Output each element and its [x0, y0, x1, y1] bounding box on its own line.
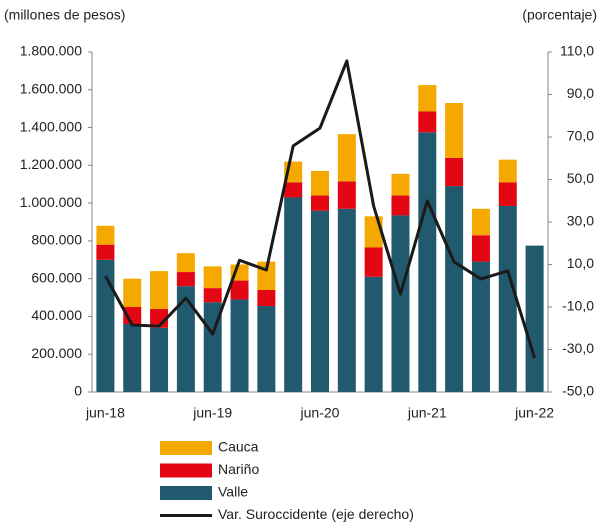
bar-segment: [311, 210, 329, 392]
bar-segment: [471, 208, 490, 236]
legend-swatch: [160, 486, 212, 500]
bar-segment: [445, 186, 464, 392]
bar-segment: [284, 197, 303, 392]
y2-tick-label: 50,0: [567, 170, 594, 186]
bar-segment: [391, 215, 410, 392]
y-tick-label: 1.800.000: [20, 43, 82, 59]
bar-segment: [337, 181, 356, 209]
bar-segment: [96, 225, 115, 245]
bar-segment: [445, 103, 464, 158]
y2-tick-label: 110,0: [560, 43, 594, 59]
bar-segment: [150, 327, 169, 392]
bar-segment: [418, 132, 437, 392]
legend-swatch: [160, 463, 212, 478]
bar-segment: [525, 245, 544, 392]
bar-segment: [445, 157, 464, 187]
bar-segment: [150, 271, 169, 309]
bar-segment: [337, 134, 356, 182]
bar-segment: [498, 182, 517, 206]
line: [104, 59, 537, 359]
bar-segment: [96, 244, 115, 260]
y-tick-label: 200.000: [31, 345, 82, 361]
x-tick-label: jun-19: [192, 405, 232, 421]
x-tick-label: jun-21: [407, 405, 447, 421]
bar-segment: [284, 182, 303, 198]
bar-segment: [176, 272, 195, 287]
bar-segment: [96, 259, 115, 392]
y-tick-label: 600.000: [31, 269, 82, 285]
bar-segment: [391, 173, 410, 196]
bar-segment: [311, 195, 329, 211]
x-tick-label: jun-22: [514, 405, 554, 421]
y2-tick-label: 30,0: [567, 213, 594, 229]
bar-segment: [230, 280, 249, 300]
x-tick-label: jun-18: [85, 405, 125, 421]
bar-segment: [391, 195, 410, 216]
y-tick-label: 400.000: [31, 307, 82, 323]
bar-segment: [471, 261, 490, 392]
y-axis-label: (millones de pesos): [4, 7, 125, 23]
bar-segment: [418, 85, 437, 112]
y-tick-label: 1.200.000: [20, 156, 82, 172]
legend-label: Var. Suroccidente (eje derecho): [218, 506, 414, 522]
bar-segment: [123, 278, 142, 307]
bar-segment: [364, 216, 383, 248]
bar-segment: [498, 159, 517, 183]
bar-segment: [364, 276, 383, 392]
bar-segment: [364, 247, 383, 277]
y2-tick-label: -30,0: [562, 340, 594, 356]
bar-segment: [123, 324, 142, 392]
legend-swatch: [160, 441, 212, 455]
bar-segment: [471, 235, 490, 262]
y2-tick-label: -10,0: [562, 298, 594, 314]
bar-segment: [230, 299, 249, 392]
bar-segment: [311, 171, 329, 196]
legend-label: Valle: [218, 484, 248, 500]
legend-label: Nariño: [218, 461, 259, 477]
y-tick-label: 1.600.000: [20, 80, 82, 96]
y-tick-label: 0: [74, 383, 82, 399]
y2-tick-label: -50,0: [562, 383, 594, 399]
y-tick-label: 1.400.000: [20, 118, 82, 134]
bar-segment: [203, 266, 222, 289]
bar-segment: [257, 306, 276, 392]
bar-segment: [176, 253, 195, 273]
x-tick-label: jun-20: [300, 405, 340, 421]
y2-tick-label: 10,0: [567, 255, 594, 271]
bar-segment: [176, 286, 195, 392]
bar-segment: [203, 288, 222, 303]
y2-axis-label: (porcentaje): [522, 7, 597, 23]
bar-segment: [337, 208, 356, 392]
y-tick-label: 800.000: [31, 232, 82, 248]
y2-tick-label: 90,0: [567, 85, 594, 101]
bar-segment: [257, 290, 276, 307]
bar-segment: [418, 111, 437, 133]
y2-tick-label: 70,0: [567, 128, 594, 144]
legend-label: Cauca: [218, 439, 259, 455]
y-tick-label: 1.000.000: [20, 194, 82, 210]
bar-segment: [498, 205, 517, 392]
